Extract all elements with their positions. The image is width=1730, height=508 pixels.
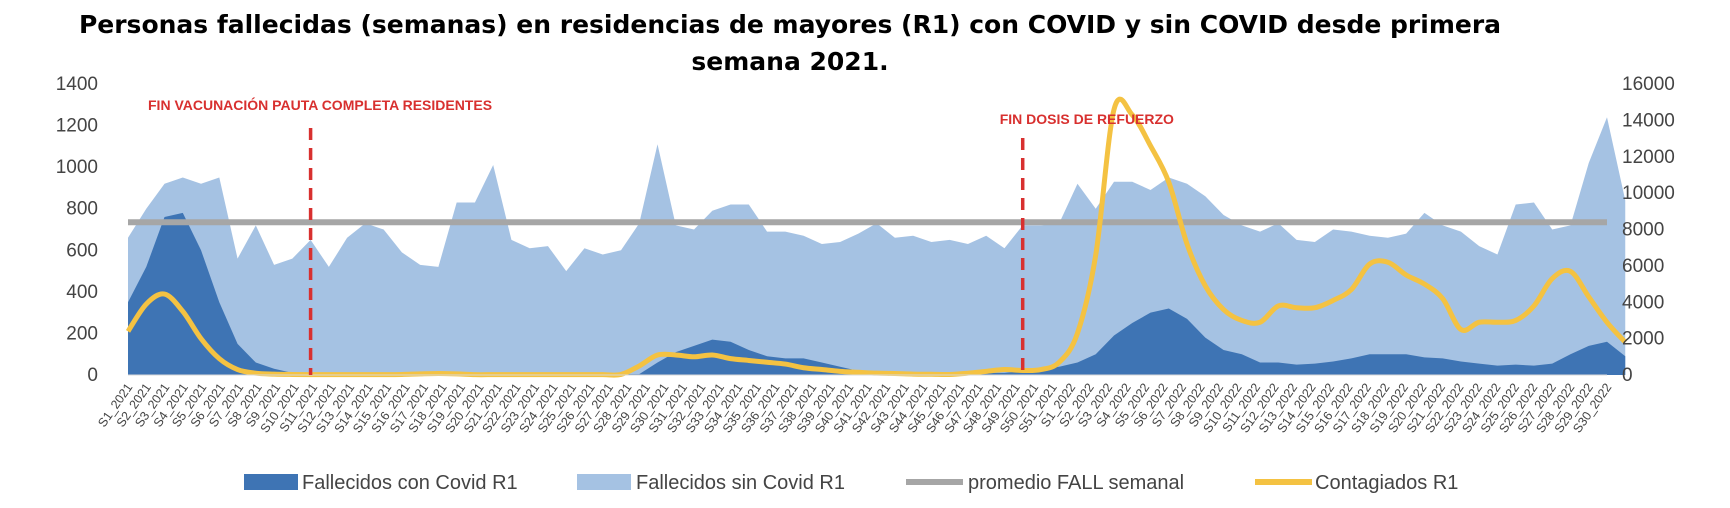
y-left-tick-1000: 1000: [56, 157, 98, 178]
y-right-tick-12000: 12000: [1622, 147, 1675, 168]
annotations: FIN VACUNACIÓN PAUTA COMPLETA RESIDENTES…: [148, 96, 1174, 375]
y-right-tick-16000: 16000: [1622, 74, 1675, 95]
legend-label-contagiados: Contagiados R1: [1315, 472, 1458, 494]
plot-area: [125, 96, 1628, 378]
y-axis-right: 0 2000 4000 6000 8000 10000 12000 14000 16000: [1622, 74, 1675, 386]
legend: Fallecidos con Covid R1 Fallecidos sin C…: [244, 472, 1458, 494]
annotation-label-2: FIN DOSIS DE REFUERZO: [1000, 111, 1174, 127]
y-right-tick-6000: 6000: [1622, 256, 1664, 277]
y-right-tick-4000: 4000: [1622, 292, 1664, 313]
y-left-tick-600: 600: [66, 240, 98, 261]
area-fallecidos-sin-covid-r1: [128, 117, 1626, 375]
x-axis: S1_2021S2_2021S3_2021S4_2021S5_2021S6_20…: [95, 374, 1614, 435]
legend-item-contagiados: Contagiados R1: [1255, 472, 1458, 494]
y-right-tick-14000: 14000: [1622, 110, 1675, 131]
y-left-tick-1400: 1400: [56, 74, 98, 95]
y-right-tick-8000: 8000: [1622, 220, 1664, 241]
y-right-tick-10000: 10000: [1622, 183, 1675, 204]
legend-label-promedio: promedio FALL semanal: [968, 472, 1184, 494]
chart-title-line-2: semana 2021.: [691, 47, 888, 76]
legend-label-fallecidos-sin-covid: Fallecidos sin Covid R1: [636, 472, 845, 494]
y-axis-left: 0 200 400 600 800 1000 1200 1400: [56, 74, 98, 386]
legend-label-fallecidos-con-covid: Fallecidos con Covid R1: [302, 472, 518, 494]
y-left-tick-200: 200: [66, 323, 98, 344]
legend-item-fallecidos-con-covid: Fallecidos con Covid R1: [244, 472, 518, 494]
chart-title-line-1: Personas fallecidas (semanas) en residen…: [79, 10, 1501, 39]
y-right-tick-2000: 2000: [1622, 329, 1664, 350]
y-left-tick-0: 0: [87, 365, 98, 386]
y-left-tick-800: 800: [66, 199, 98, 220]
legend-swatch-fallecidos-sin-covid: [577, 474, 631, 490]
legend-item-promedio: promedio FALL semanal: [906, 472, 1184, 494]
y-left-tick-1200: 1200: [56, 116, 98, 137]
legend-item-fallecidos-sin-covid: Fallecidos sin Covid R1: [577, 472, 845, 494]
legend-swatch-fallecidos-con-covid: [244, 474, 298, 490]
y-left-tick-400: 400: [66, 282, 98, 303]
annotation-label-1: FIN VACUNACIÓN PAUTA COMPLETA RESIDENTES: [148, 96, 492, 113]
y-right-tick-0: 0: [1622, 365, 1633, 386]
